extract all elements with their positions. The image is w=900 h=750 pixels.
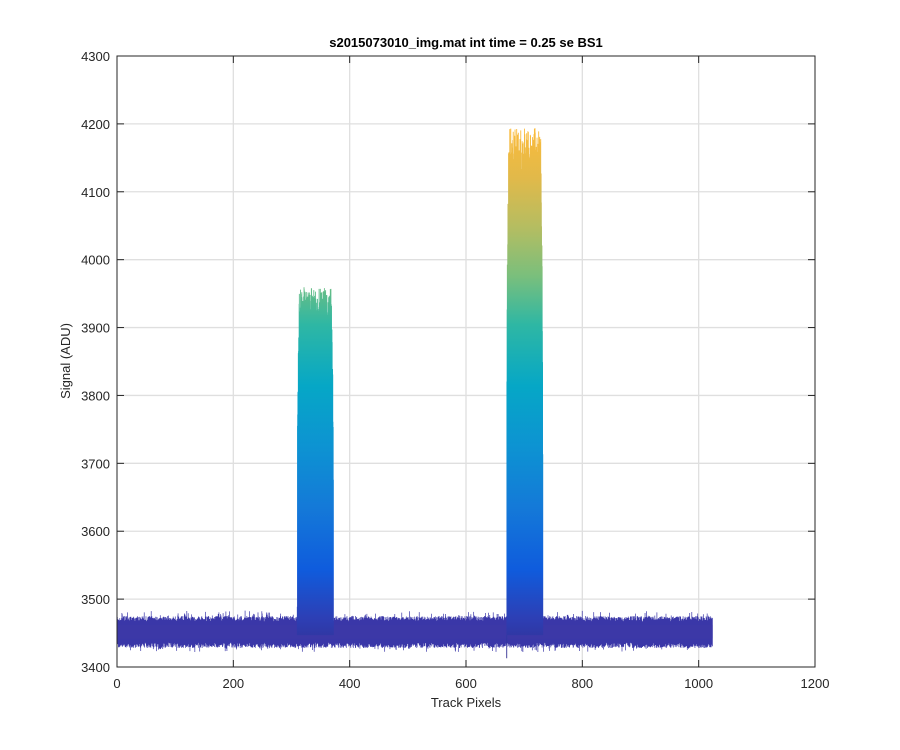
x-tick-labels: 0 200 400 600 800 1000 1200 xyxy=(113,676,829,691)
data-layer xyxy=(116,128,713,659)
y-axis-label: Signal (ADU) xyxy=(58,323,73,399)
baseline-core xyxy=(117,624,713,639)
y-tick-label: 3400 xyxy=(81,660,110,675)
y-tick-label: 3800 xyxy=(81,388,110,403)
ticks xyxy=(116,55,816,668)
peak-2 xyxy=(506,128,544,659)
x-tick-label: 1000 xyxy=(684,676,713,691)
y-tick-label: 4200 xyxy=(81,117,110,132)
y-tick-label: 3900 xyxy=(81,321,110,336)
x-tick-label: 200 xyxy=(222,676,244,691)
x-tick-label: 800 xyxy=(571,676,593,691)
x-tick-label: 1200 xyxy=(801,676,830,691)
peak-1 xyxy=(296,287,334,636)
x-axis-label: Track Pixels xyxy=(431,695,502,710)
y-tick-label: 3700 xyxy=(81,456,110,471)
y-tick-labels: 3400 3500 3600 3700 3800 3900 4000 4100 4200 4300 xyxy=(81,49,110,675)
y-tick-label: 3500 xyxy=(81,592,110,607)
x-tick-label: 400 xyxy=(339,676,361,691)
y-tick-label: 4000 xyxy=(81,253,110,268)
y-tick-label: 3600 xyxy=(81,524,110,539)
y-tick-label: 4100 xyxy=(81,185,110,200)
x-tick-label: 0 xyxy=(113,676,120,691)
y-tick-label: 4300 xyxy=(81,49,110,64)
grid xyxy=(117,56,815,667)
x-tick-label: 600 xyxy=(455,676,477,691)
chart-title: s2015073010_img.mat int time = 0.25 se B… xyxy=(329,35,603,50)
